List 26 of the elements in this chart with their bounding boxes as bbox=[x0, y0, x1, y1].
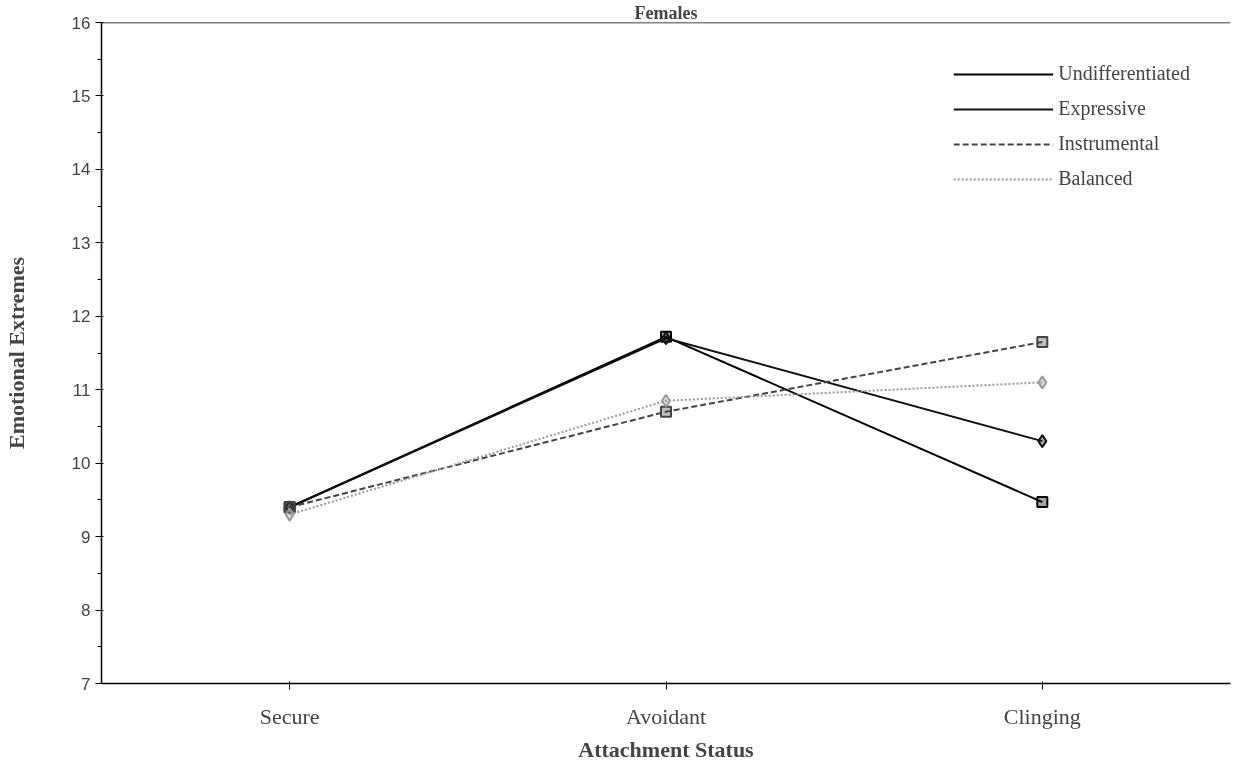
legend-label: Balanced bbox=[1058, 167, 1133, 190]
x-tick-label: Clinging bbox=[1003, 703, 1081, 729]
x-tick-label: Secure bbox=[259, 703, 320, 729]
y-tick-label: 11 bbox=[72, 380, 91, 400]
x-axis-title: Attachment Status bbox=[578, 736, 755, 762]
point bbox=[660, 405, 672, 418]
y-tick-label: 10 bbox=[71, 454, 91, 474]
y-tick-label: 16 bbox=[71, 13, 91, 33]
point bbox=[284, 507, 295, 522]
y-tick-label: 12 bbox=[71, 307, 91, 327]
legend-label: Expressive bbox=[1058, 97, 1146, 120]
x-tick-label: Avoidant bbox=[625, 703, 707, 729]
y-tick-label: 8 bbox=[81, 601, 91, 621]
legend-label: Undifferentiated bbox=[1058, 62, 1190, 85]
point bbox=[1036, 496, 1049, 509]
y-tick-label: 14 bbox=[71, 160, 91, 180]
y-axis-title: Emotional Extremes bbox=[3, 256, 29, 450]
point bbox=[1037, 375, 1048, 390]
y-tick-label: 15 bbox=[71, 86, 91, 106]
y-tick-label: 9 bbox=[81, 527, 91, 547]
y-tick-label: 13 bbox=[71, 233, 91, 253]
y-tick-label: 7 bbox=[81, 674, 91, 694]
legend-label: Instrumental bbox=[1058, 132, 1160, 155]
chart-title: Females bbox=[634, 2, 698, 23]
point bbox=[1037, 434, 1048, 449]
point bbox=[1036, 335, 1049, 348]
